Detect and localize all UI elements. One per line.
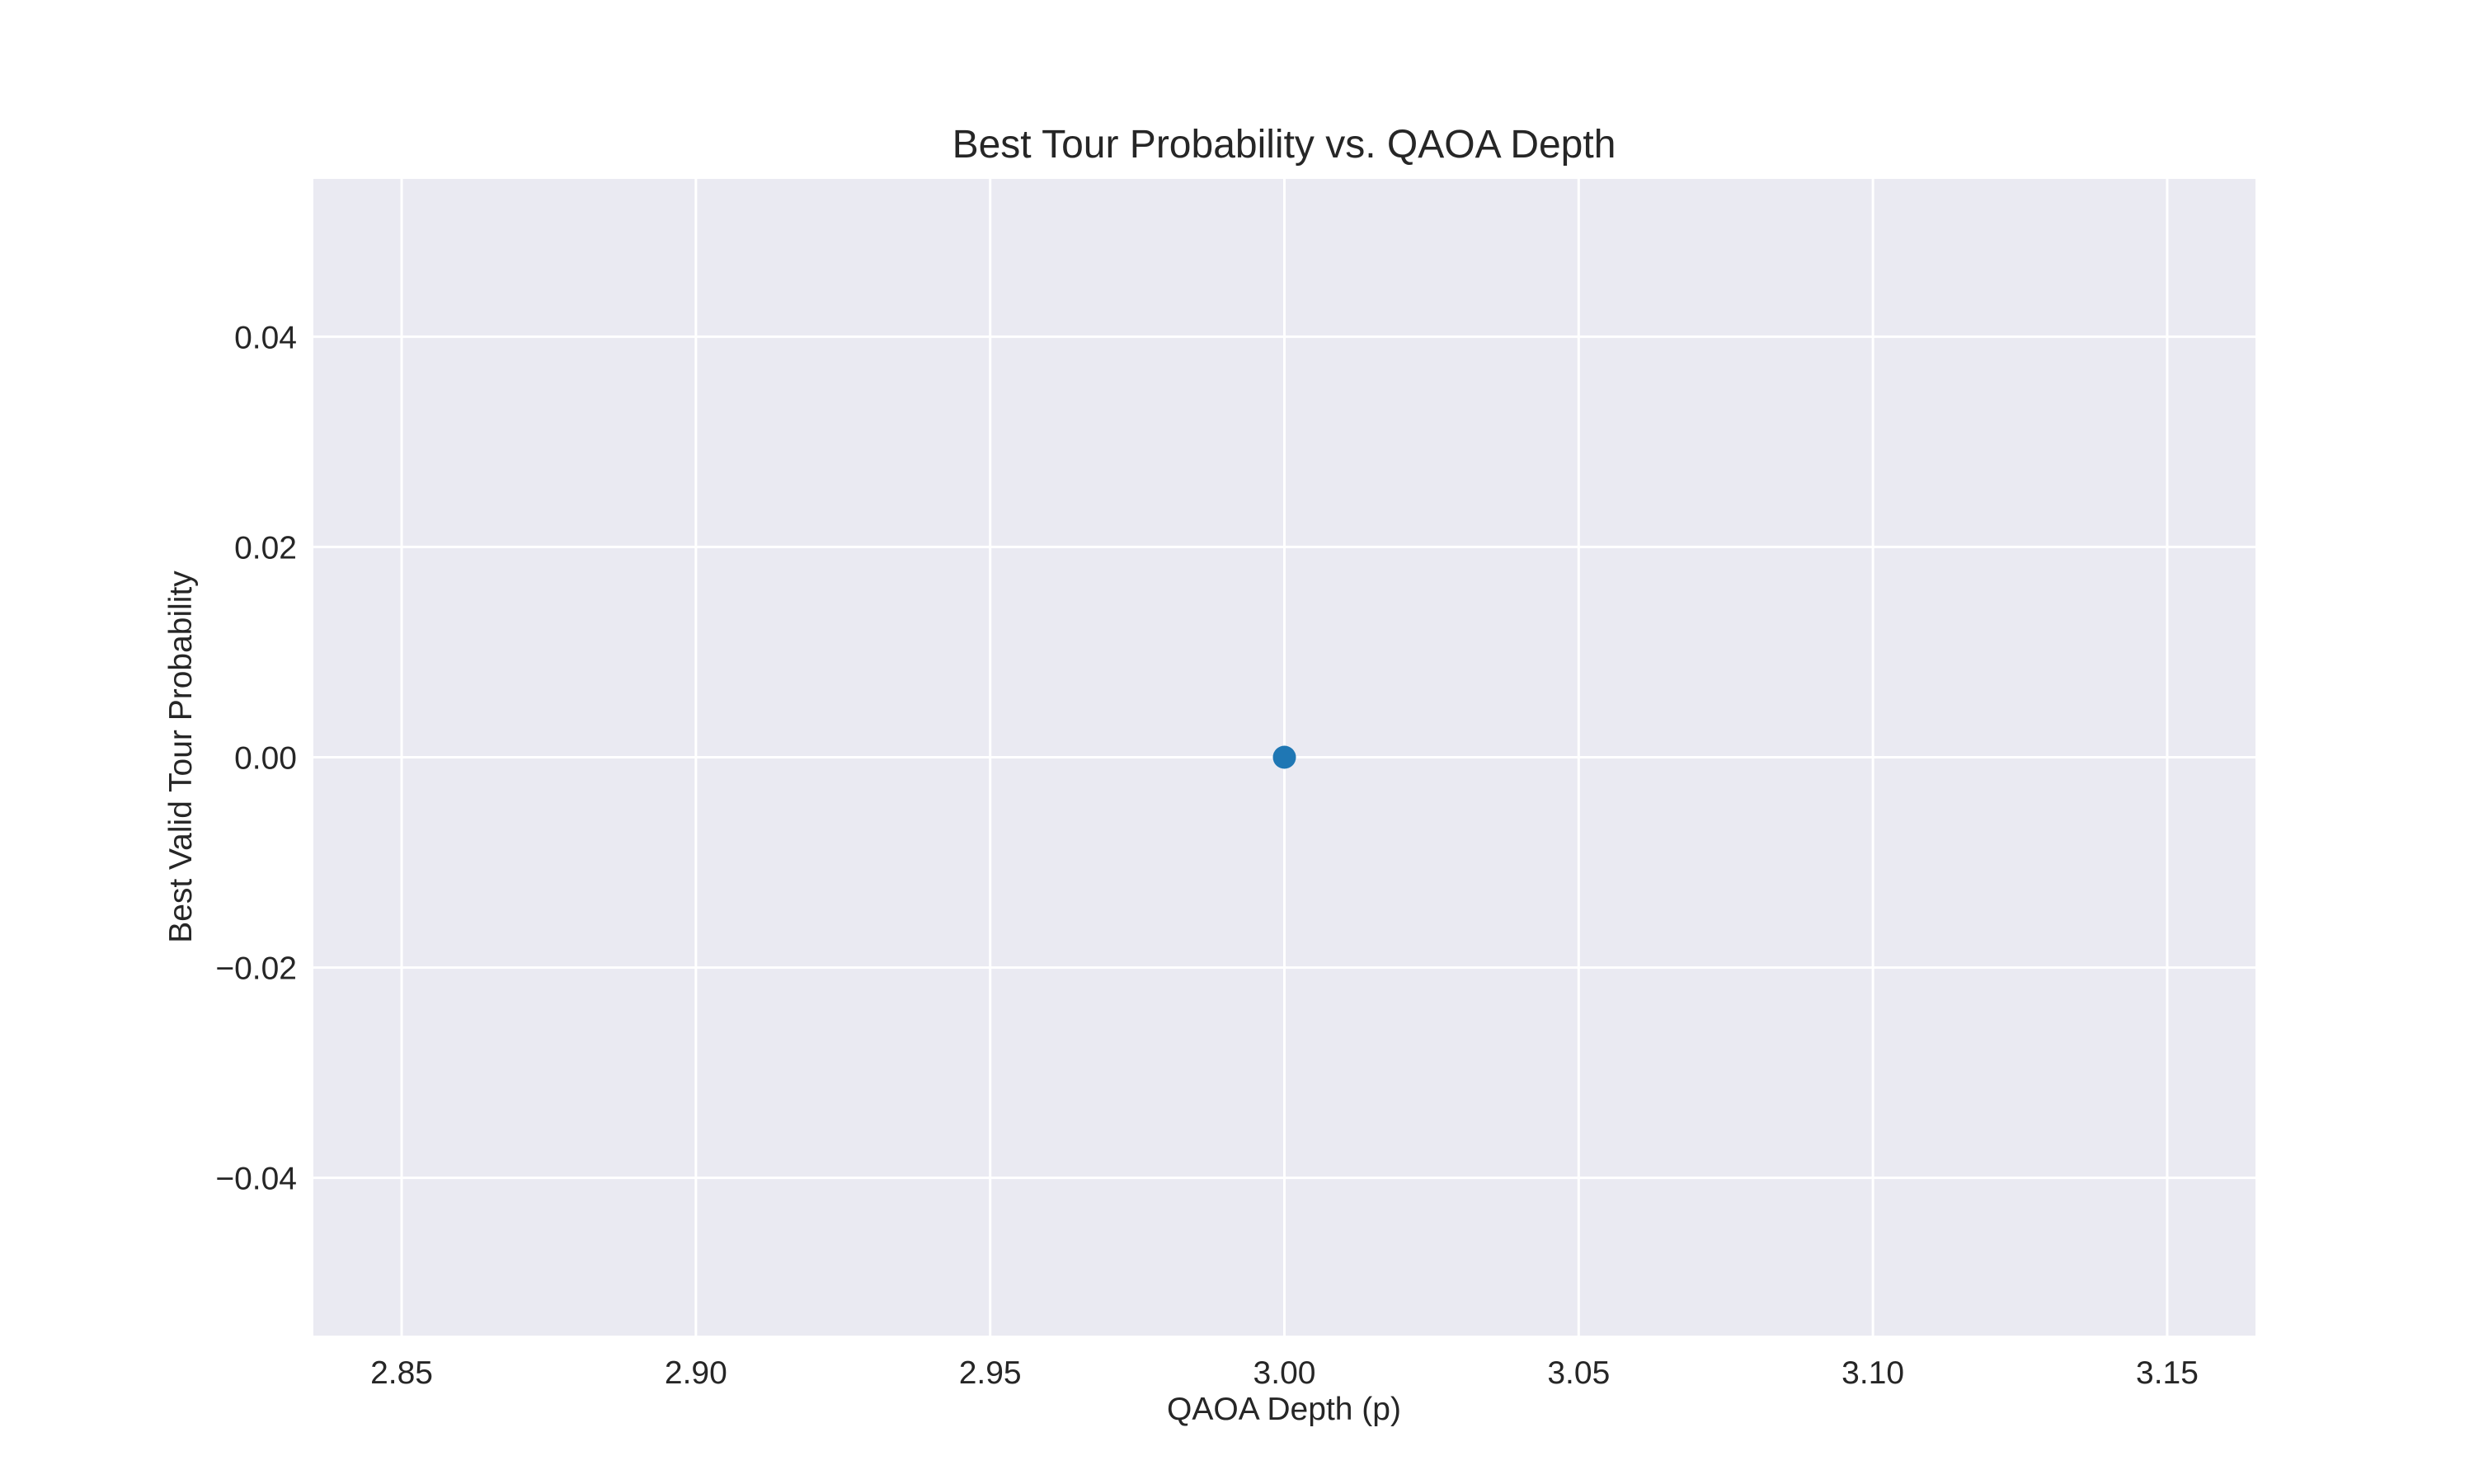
x-tick-label: 2.90 <box>665 1355 727 1391</box>
x-tick-label: 3.05 <box>1547 1355 1610 1391</box>
chart-title: Best Tour Probability vs. QAOA Depth <box>952 123 1616 167</box>
y-tick-label: −0.04 <box>215 1162 297 1197</box>
data-point <box>1272 745 1296 769</box>
y-tick-label: 0.00 <box>234 741 297 777</box>
y-tick-label: −0.02 <box>215 951 297 987</box>
x-tick-label: 3.10 <box>1841 1355 1904 1391</box>
y-tick-label: 0.04 <box>234 320 297 355</box>
y-tick-label: 0.02 <box>234 530 297 566</box>
x-tick-label: 3.00 <box>1253 1355 1316 1391</box>
x-axis-label: QAOA Depth (p) <box>1167 1392 1401 1427</box>
x-tick-label: 3.15 <box>2136 1355 2199 1391</box>
data-series <box>1272 745 1296 769</box>
x-tick-label: 2.85 <box>370 1355 433 1391</box>
x-tick-labels: 2.85 2.90 2.95 3.00 3.05 3.10 3.15 <box>370 1355 2199 1391</box>
x-tick-label: 2.95 <box>959 1355 1022 1391</box>
y-axis-label: Best Valid Tour Probability <box>163 571 199 943</box>
y-tick-labels: 0.04 0.02 0.00 −0.02 −0.04 <box>215 320 297 1196</box>
